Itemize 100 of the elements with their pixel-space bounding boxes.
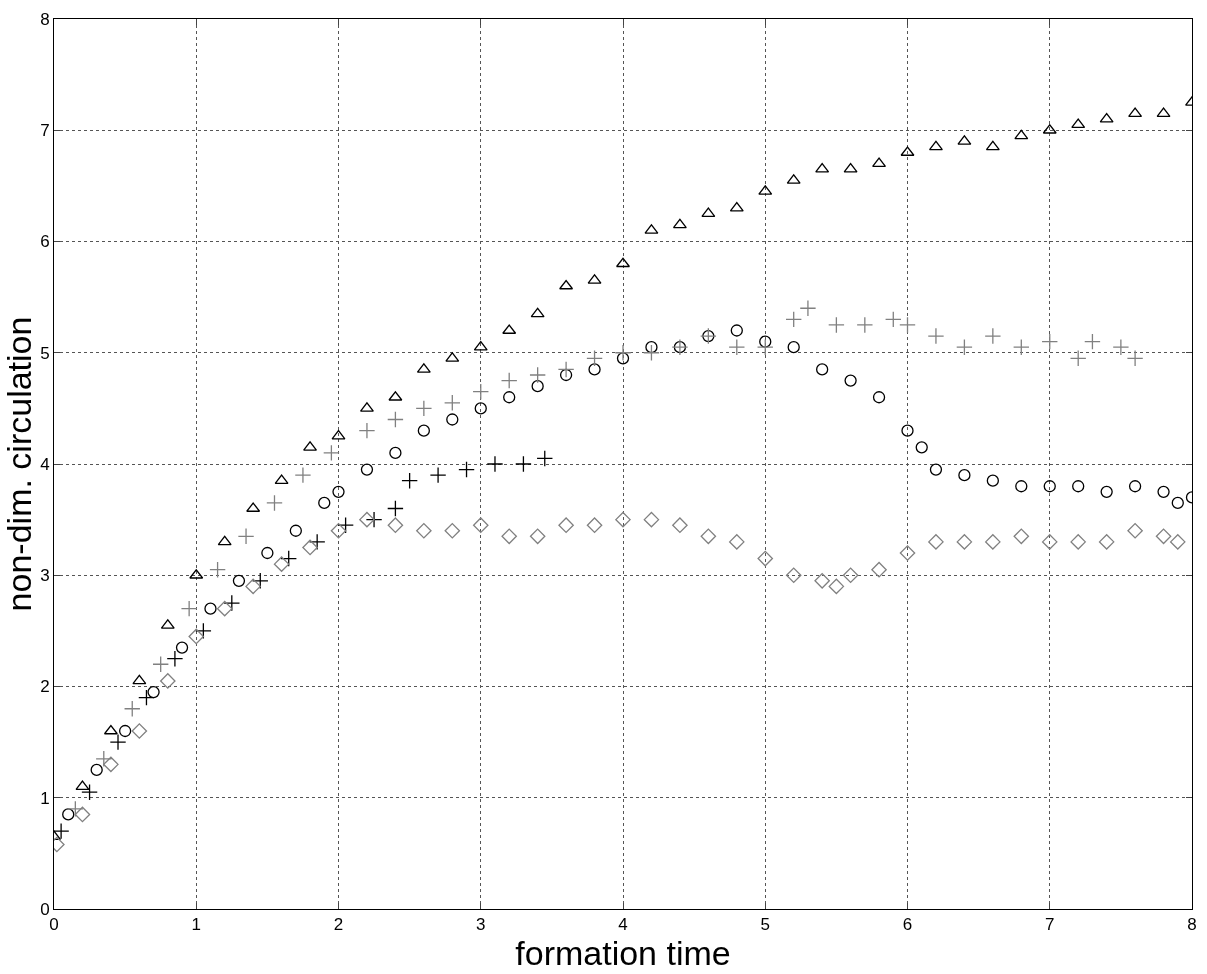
x-tick-label: 2 <box>333 915 344 935</box>
point <box>308 533 326 551</box>
point <box>1169 534 1186 550</box>
point <box>147 685 160 699</box>
point <box>223 594 241 612</box>
point <box>871 561 887 578</box>
point <box>180 600 198 617</box>
point <box>175 641 189 654</box>
point <box>132 674 147 685</box>
point <box>557 361 575 378</box>
point <box>75 780 90 791</box>
point <box>245 578 261 595</box>
y-tick-label: 3 <box>40 566 50 586</box>
point <box>387 517 404 533</box>
point <box>330 522 347 539</box>
point <box>332 485 345 498</box>
point <box>429 466 447 484</box>
point <box>138 689 155 706</box>
y-tick-label: 7 <box>40 121 50 141</box>
point <box>842 567 859 584</box>
point <box>915 441 928 454</box>
point <box>530 307 545 318</box>
y-tick-label: 4 <box>40 454 50 474</box>
point <box>237 527 255 545</box>
point <box>209 561 226 579</box>
point <box>415 400 433 417</box>
point <box>337 516 354 534</box>
point <box>757 550 774 567</box>
point <box>929 463 943 476</box>
point <box>985 534 1001 550</box>
point <box>1126 349 1144 367</box>
point <box>472 383 490 401</box>
point <box>872 157 887 168</box>
point <box>927 327 945 345</box>
point <box>856 316 874 334</box>
point <box>701 207 716 218</box>
point <box>614 344 632 362</box>
point <box>103 724 118 735</box>
point <box>1072 480 1085 493</box>
x-tick-label: 4 <box>618 915 628 935</box>
y-tick-label: 1 <box>40 788 50 808</box>
point <box>759 335 772 348</box>
point <box>956 534 973 550</box>
point <box>785 311 803 328</box>
point <box>444 522 461 539</box>
x-axis-title: formation time <box>515 934 731 973</box>
point <box>901 424 914 437</box>
point <box>472 517 489 533</box>
point <box>1013 528 1030 545</box>
x-tick-label: 3 <box>476 915 486 935</box>
point <box>672 218 687 229</box>
point <box>261 546 274 560</box>
point <box>787 341 800 354</box>
point <box>1012 338 1030 356</box>
point <box>216 600 233 617</box>
point <box>401 472 418 490</box>
point <box>123 700 141 718</box>
point <box>586 349 603 367</box>
point <box>536 450 554 467</box>
point <box>90 763 103 777</box>
point <box>1100 485 1113 498</box>
point <box>166 650 184 668</box>
x-tick-label: 7 <box>1045 915 1055 935</box>
point <box>672 517 688 533</box>
point <box>1043 480 1056 493</box>
point <box>365 511 383 528</box>
point <box>872 391 886 404</box>
point <box>729 534 745 550</box>
point <box>899 316 916 334</box>
point <box>1098 534 1115 550</box>
y-tick-label: 5 <box>40 343 50 363</box>
point <box>616 352 630 365</box>
point <box>700 528 717 545</box>
point <box>103 756 119 773</box>
point <box>616 257 630 268</box>
point <box>828 316 845 334</box>
point <box>443 394 461 412</box>
point <box>387 411 404 428</box>
point <box>280 550 298 567</box>
point <box>501 528 517 545</box>
x-tick-label: 8 <box>1187 915 1197 935</box>
point <box>756 338 774 356</box>
point <box>360 463 374 476</box>
point <box>559 368 573 382</box>
point <box>1127 522 1143 539</box>
y-tick-label: 0 <box>40 899 50 919</box>
point <box>531 379 544 393</box>
point <box>474 402 487 415</box>
point <box>323 444 340 462</box>
point <box>188 628 205 645</box>
point <box>1041 333 1059 350</box>
point <box>486 455 504 473</box>
point <box>417 424 430 437</box>
point <box>359 511 375 528</box>
point <box>217 535 232 546</box>
point <box>273 556 290 572</box>
point <box>118 724 132 738</box>
point <box>204 602 217 615</box>
x-tick-label: 1 <box>191 915 201 935</box>
point <box>289 524 302 537</box>
